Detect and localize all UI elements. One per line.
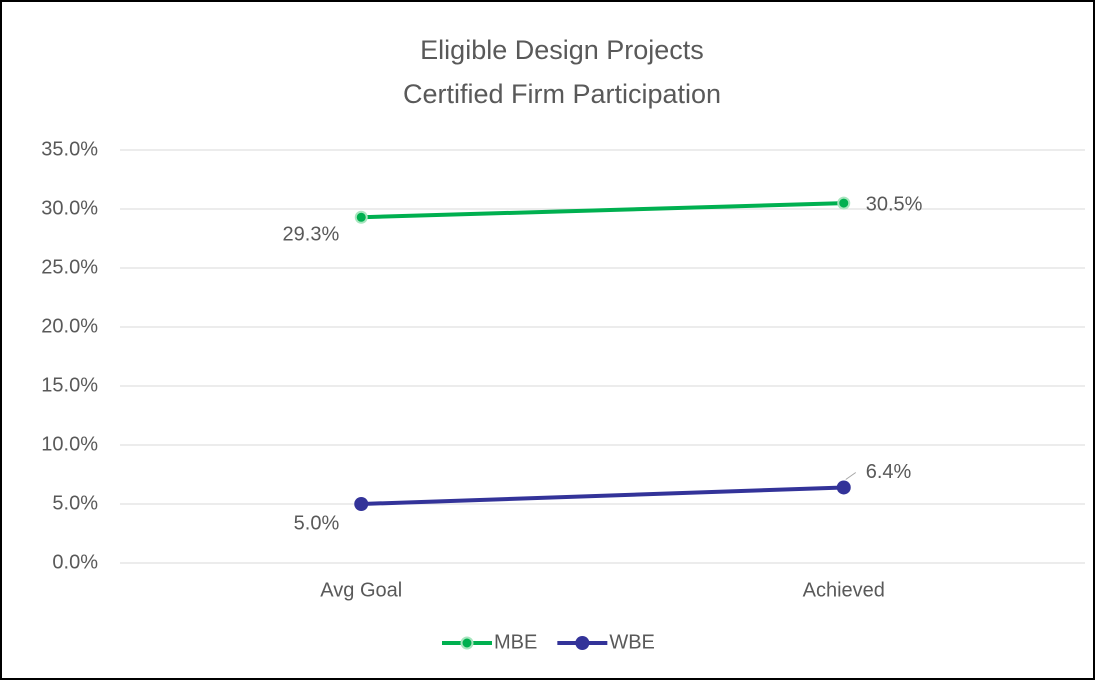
x-tick-label: Achieved [803,579,885,601]
leader-line [845,472,857,480]
legend-marker [460,636,474,650]
chart-title: Eligible Design Projects [420,35,704,65]
data-label: 29.3% [283,224,340,246]
series-line [361,485,844,506]
chart-title: Certified Firm Participation [403,79,721,109]
y-tick-label: 15.0% [41,374,98,396]
y-tick-label: 20.0% [41,315,98,337]
x-tick-label: Avg Goal [320,579,402,601]
point [836,480,851,495]
point [354,210,368,224]
y-tick-label: 0.0% [52,551,98,573]
series-line [361,201,844,220]
y-tick-label: 10.0% [41,433,98,455]
y-tick-label: 25.0% [41,256,98,278]
y-tick-label: 5.0% [52,492,98,514]
legend-label: MBE [494,631,537,653]
y-tick-label: 35.0% [41,138,98,160]
point [354,497,369,511]
y-tick-label: 30.0% [41,197,98,219]
legend-label: WBE [609,631,655,653]
data-label: 5.0% [294,512,340,534]
legend-marker [575,636,590,650]
data-label: 30.5% [866,193,923,215]
point [837,196,851,210]
data-label: 6.4% [866,461,912,483]
